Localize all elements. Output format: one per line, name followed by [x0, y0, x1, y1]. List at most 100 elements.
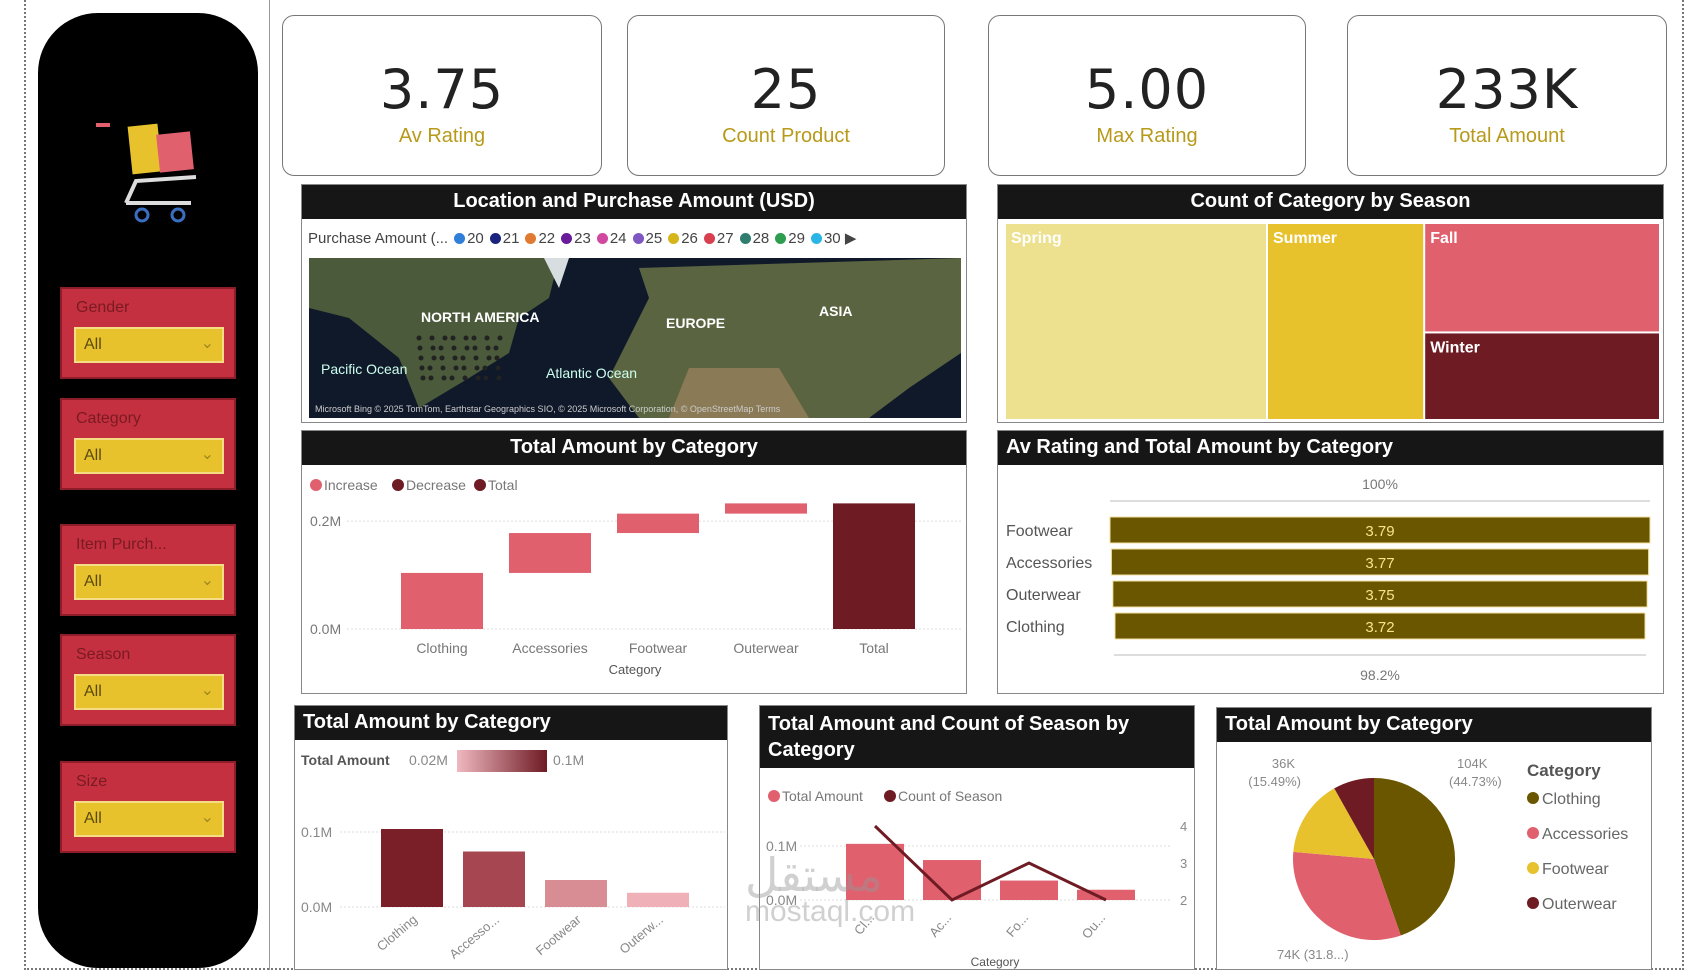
map-data-point [419, 365, 425, 371]
slicer-label: Item Purch... [76, 536, 167, 553]
slicer-gender: Gender All ⌄ [60, 287, 236, 379]
slicer-size: Size All ⌄ [60, 761, 236, 853]
chevron-down-icon: ⌄ [200, 446, 214, 463]
slicer-label: Category [76, 410, 141, 427]
legend-label: Footwear [1542, 861, 1609, 878]
legend-dot [474, 479, 486, 491]
map-data-point [430, 345, 436, 351]
shopping-cart-logo-icon [96, 123, 197, 223]
divider [269, 0, 270, 970]
x-tick-label: Footwear [533, 911, 585, 958]
map-data-point [452, 355, 458, 361]
slicer-label: Size [76, 773, 108, 790]
legend-item: 20 [448, 230, 484, 247]
gender-dropdown[interactable]: All ⌄ [74, 327, 224, 363]
category-dropdown[interactable]: All ⌄ [74, 438, 224, 474]
map-data-point [475, 375, 481, 381]
season-dropdown[interactable]: All ⌄ [74, 674, 224, 710]
x-axis-title: Category [971, 955, 1020, 969]
y-tick-label: 0.0M [766, 892, 797, 908]
panel-title: Location and Purchase Amount (USD) [302, 185, 966, 219]
y-tick-label: 0.0M [310, 621, 341, 637]
kpi-label: Max Rating [1096, 125, 1198, 147]
kpi-value: 25 [750, 58, 822, 121]
y-tick-label: 0.2M [310, 513, 341, 529]
legend-label: 21 [502, 230, 520, 247]
treemap-chart: Spring Summer Fall Winter [1006, 224, 1659, 419]
watermark: مستقل mostaql.com [745, 852, 915, 929]
map-data-point [472, 345, 478, 351]
y-tick-label: Accessories [1006, 555, 1092, 572]
legend-label: Clothing [1542, 791, 1601, 808]
column-bar [1077, 889, 1135, 900]
waterfall-bar [401, 572, 483, 629]
pie-slice-footwear [1293, 788, 1374, 859]
world-map[interactable]: NORTH AMERICA EUROPE ASIA Pacific Ocean … [309, 258, 961, 418]
map-data-point [474, 365, 480, 371]
dropdown-value: All [84, 683, 102, 700]
legend-label: Total Amount [782, 788, 863, 804]
slicer-item-purchased: Item Purch... All ⌄ [60, 524, 236, 616]
legend-label: 24 [609, 230, 627, 247]
map-data-point [497, 335, 503, 341]
legend-next-arrow-icon[interactable]: ▶ [844, 230, 857, 247]
legend-item: 28 [734, 230, 770, 247]
legend-label: 26 [681, 230, 698, 247]
y-tick-label: 0.0M [301, 899, 332, 915]
size-dropdown[interactable]: All ⌄ [74, 801, 224, 837]
dropdown-value: All [84, 336, 102, 353]
legend-title: Total Amount [301, 752, 390, 768]
column-bar [545, 880, 607, 907]
chevron-down-icon: ⌄ [200, 335, 214, 352]
legend-item: 22 [519, 230, 555, 247]
map-data-point [471, 335, 477, 341]
dropdown-value: All [84, 573, 102, 590]
data-label: 104K [1457, 756, 1488, 771]
legend-label: Decrease [406, 477, 466, 493]
waterfall-bar [509, 533, 591, 573]
map-data-point [463, 335, 469, 341]
treemap-tile-winter [1425, 333, 1659, 419]
legend-label: Count of Season [898, 788, 1002, 804]
x-tick-label: Footwear [629, 640, 688, 656]
map-data-point [438, 345, 444, 351]
legend-label: 28 [752, 230, 770, 247]
bottom-label: 98.2% [1360, 667, 1400, 683]
map-visual: Location and Purchase Amount (USD) Purch… [301, 184, 967, 423]
treemap-label: Fall [1430, 230, 1458, 247]
map-label: Atlantic Ocean [546, 365, 637, 381]
kpi-count-product: 25 Count Product [627, 15, 945, 176]
y-tick-label: Clothing [1006, 619, 1065, 636]
x-tick-label: Ou... [1079, 910, 1109, 941]
legend-item: 23 [555, 230, 591, 247]
rating-bar [1109, 516, 1651, 544]
legend-item: 25 [627, 230, 662, 247]
map-data-point [416, 335, 422, 341]
panel-title: Total Amount by Category [302, 431, 966, 465]
treemap-visual: Count of Category by Season Spring Summer… [997, 184, 1664, 423]
map-label: Pacific Ocean [321, 361, 407, 377]
map-data-point [473, 355, 479, 361]
treemap-label: Winter [1430, 339, 1480, 356]
waterfall-bar [833, 503, 915, 629]
gradient-max: 0.1M [553, 752, 584, 768]
data-label: 3.75 [1365, 587, 1394, 604]
land-north-america [309, 258, 559, 408]
legend-item: 26 [662, 230, 698, 247]
map-data-point [462, 375, 468, 381]
dropdown-value: All [84, 810, 102, 827]
pie-chart: 104K (44.73%) 74K (31.8...) 36K (15.49%) Cate… [1248, 756, 1628, 962]
x-tick-label: Accesso... [446, 912, 502, 962]
filter-sidebar: Gender All ⌄ Category All ⌄ Item Purch... All… [38, 13, 258, 968]
data-label: (15.49%) [1248, 774, 1301, 789]
slicer-label: Gender [76, 299, 130, 316]
map-data-point [428, 375, 434, 381]
treemap-tile-summer [1268, 224, 1424, 419]
waterfall-visual: Total Amount by Category Increase Decreas… [301, 430, 967, 694]
map-data-point [427, 365, 433, 371]
legend-label: 23 [574, 230, 591, 247]
data-label: (44.73%) [1449, 774, 1502, 789]
x-tick-label: Outerwear [733, 640, 799, 656]
item-purchased-dropdown[interactable]: All ⌄ [74, 564, 224, 600]
combo-visual: Total Amount and Count of Season by Cate… [759, 705, 1195, 970]
